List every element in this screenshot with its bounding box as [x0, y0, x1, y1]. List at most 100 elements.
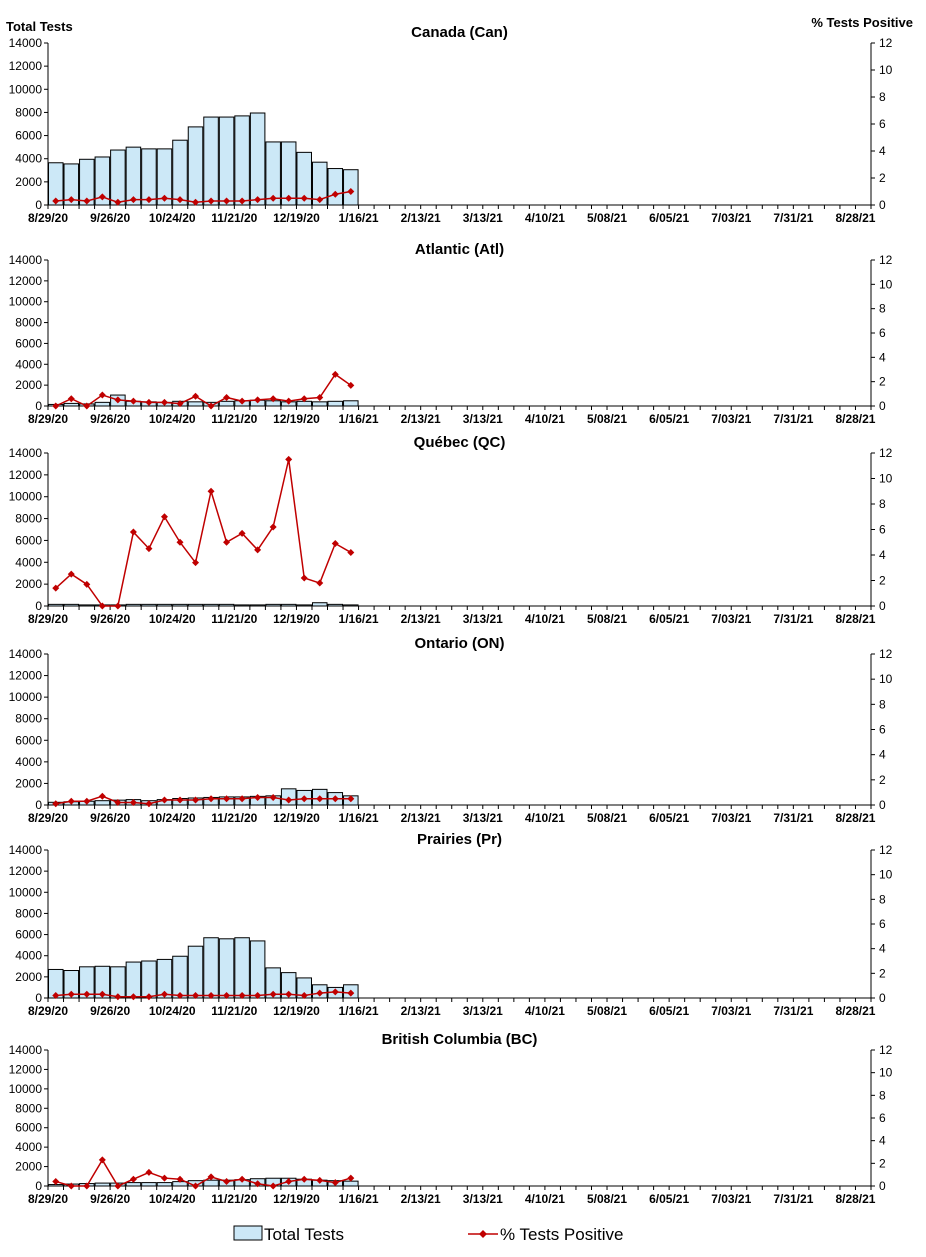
data-point — [98, 792, 106, 800]
data-point — [83, 1182, 91, 1190]
data-point — [129, 196, 137, 204]
data-point — [160, 398, 168, 406]
data-point — [285, 796, 293, 804]
data-point — [238, 197, 246, 205]
y-left-tick-label: 0 — [35, 1179, 42, 1193]
y-right-tick-label: 2 — [879, 171, 886, 185]
y-left-tick-label: 12000 — [9, 59, 43, 73]
bar — [327, 400, 344, 407]
data-point — [114, 198, 122, 206]
x-tick-label: 8/29/20 — [28, 211, 68, 225]
x-tick-label: 10/24/20 — [149, 1192, 196, 1206]
y-right-tick-label: 12 — [879, 36, 893, 50]
x-tick-label: 7/03/21 — [711, 1192, 751, 1206]
x-tick-label: 12/19/20 — [273, 811, 320, 825]
x-tick-label: 12/19/20 — [273, 412, 320, 426]
y-right-tick-label: 4 — [879, 350, 886, 364]
y-left-tick-label: 0 — [35, 399, 42, 413]
y-right-tick-label: 8 — [879, 1088, 886, 1102]
legend-bar-swatch — [233, 1225, 263, 1241]
data-point — [160, 513, 168, 521]
x-tick-label: 11/21/20 — [211, 1192, 257, 1206]
y-left-tick-label: 10000 — [9, 490, 43, 504]
y-right-tick-label: 12 — [879, 843, 893, 857]
x-tick-label: 5/08/21 — [587, 412, 627, 426]
y-right-tick-label: 6 — [879, 523, 886, 537]
bar — [156, 148, 173, 206]
data-point — [98, 193, 106, 201]
data-point — [300, 795, 308, 803]
y-right-tick-label: 10 — [879, 277, 893, 291]
y-right-tick-label: 8 — [879, 302, 886, 316]
y-right-tick-label: 0 — [879, 798, 886, 812]
bar — [125, 1182, 142, 1187]
data-point — [269, 194, 277, 202]
x-tick-label: 3/13/21 — [463, 1004, 503, 1018]
x-tick-label: 8/29/20 — [28, 811, 68, 825]
bar — [141, 1182, 157, 1187]
y-right-tick-label: 6 — [879, 1111, 886, 1125]
y-left-tick-label: 8000 — [15, 712, 42, 726]
data-point — [316, 196, 324, 204]
bar — [187, 401, 204, 407]
x-tick-label: 7/03/21 — [711, 211, 751, 225]
bar — [156, 958, 173, 999]
data-point — [269, 990, 277, 998]
x-tick-label: 10/24/20 — [149, 412, 196, 426]
y-left-tick-label: 2000 — [15, 776, 42, 790]
data-point — [269, 523, 277, 531]
y-left-tick-label: 10000 — [9, 885, 43, 899]
data-point — [114, 1182, 122, 1190]
x-tick-label: 2/13/21 — [401, 1004, 441, 1018]
y-left-tick-label: 14000 — [9, 647, 43, 661]
right-axis-header: % Tests Positive — [811, 15, 913, 30]
y-right-tick-label: 4 — [879, 942, 886, 956]
y-left-tick-label: 6000 — [15, 733, 42, 747]
y-left-tick-label: 6000 — [15, 129, 42, 143]
bar — [265, 967, 281, 999]
bar — [125, 146, 142, 206]
x-tick-label: 8/28/21 — [835, 811, 875, 825]
bar — [234, 937, 250, 999]
data-point — [83, 797, 91, 805]
y-right-tick-label: 8 — [879, 90, 886, 104]
bar — [94, 156, 111, 206]
bar — [218, 116, 235, 206]
y-left-tick-label: 6000 — [15, 1121, 42, 1135]
y-left-tick-label: 4000 — [15, 152, 42, 166]
data-point — [114, 396, 122, 404]
data-point — [83, 402, 91, 410]
bar — [79, 966, 95, 999]
bar — [141, 960, 157, 999]
data-point — [207, 197, 215, 205]
data-point — [98, 990, 106, 998]
x-tick-label: 2/13/21 — [401, 1192, 441, 1206]
x-tick-label: 2/13/21 — [401, 612, 441, 626]
data-point — [129, 798, 137, 806]
x-tick-label: 5/08/21 — [587, 1192, 627, 1206]
data-point — [347, 381, 355, 389]
data-point — [238, 529, 246, 537]
x-tick-label: 7/31/21 — [773, 612, 813, 626]
x-tick-label: 2/13/21 — [401, 811, 441, 825]
data-point — [285, 455, 293, 463]
data-point — [67, 990, 75, 998]
bar — [296, 151, 312, 206]
data-point — [300, 194, 308, 202]
x-tick-label: 7/03/21 — [711, 1004, 751, 1018]
bar — [343, 1180, 359, 1187]
data-point — [207, 1173, 215, 1181]
chart-title: Atlantic (Atl) — [415, 241, 504, 258]
data-point — [223, 992, 231, 1000]
y-left-tick-label: 2000 — [15, 378, 42, 392]
y-left-tick-label: 10000 — [9, 690, 43, 704]
data-point — [223, 1177, 231, 1185]
x-tick-label: 3/13/21 — [463, 612, 503, 626]
data-point — [331, 190, 339, 198]
y-right-tick-label: 10 — [879, 472, 893, 486]
y-right-tick-label: 0 — [879, 991, 886, 1005]
bar — [187, 603, 204, 607]
data-point — [347, 1174, 355, 1182]
x-tick-label: 8/28/21 — [835, 211, 875, 225]
data-point — [207, 795, 215, 803]
